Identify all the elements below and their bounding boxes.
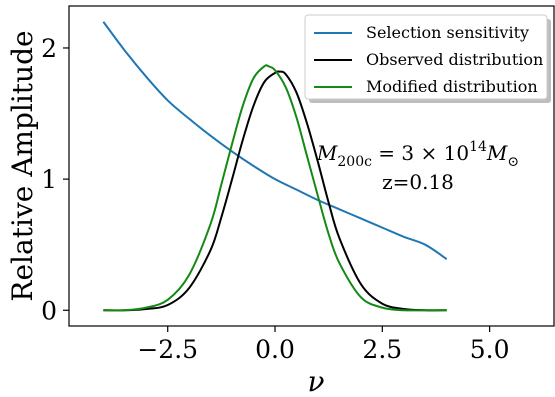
legend-label-2: Modified distribution — [366, 77, 538, 96]
anno-mid: = 3 × 10 — [372, 141, 469, 165]
anno-tail: M — [486, 141, 508, 165]
legend-items: Selection sensitivity Observed distributi… — [314, 23, 543, 96]
legend-label-0: Selection sensitivity — [366, 23, 529, 42]
y-tick-label-1: 1 — [41, 165, 57, 194]
annotation-mass: M200c = 3 × 1014M⊙ — [316, 139, 519, 170]
x-tick-label-1: 0.0 — [255, 335, 295, 364]
plot-frame — [68, 5, 555, 327]
ticks-layer: −2.5 0.0 2.5 5.0 0 1 2 — [41, 34, 509, 364]
anno-tail-sub: ⊙ — [507, 154, 519, 170]
series-layer — [102, 21, 448, 312]
y-tick-label-2: 2 — [41, 34, 57, 63]
x-tick-label-3: 5.0 — [470, 335, 510, 364]
legend: Selection sensitivity Observed distributi… — [304, 14, 551, 103]
legend-box — [304, 14, 548, 100]
x-axis-label: ν — [307, 365, 324, 397]
y-tick-label-0: 0 — [41, 296, 57, 325]
legend-label-1: Observed distribution — [366, 50, 543, 69]
anno-m: M — [316, 141, 338, 165]
y-axis-label: Relative Amplitude — [6, 30, 39, 301]
x-tick-label-0: −2.5 — [137, 335, 198, 364]
anno-exp: 14 — [469, 139, 487, 155]
annotation: M200c = 3 × 1014M⊙ z=0.18 — [316, 139, 519, 194]
anno-m-sub: 200c — [337, 154, 372, 170]
series-line-2 — [103, 64, 447, 312]
x-tick-label-2: 2.5 — [362, 335, 402, 364]
series-line-1 — [103, 70, 447, 312]
annotation-redshift: z=0.18 — [382, 170, 454, 194]
series-line-0 — [102, 21, 448, 260]
plot-area: −2.5 0.0 2.5 5.0 0 1 2 — [41, 5, 555, 364]
